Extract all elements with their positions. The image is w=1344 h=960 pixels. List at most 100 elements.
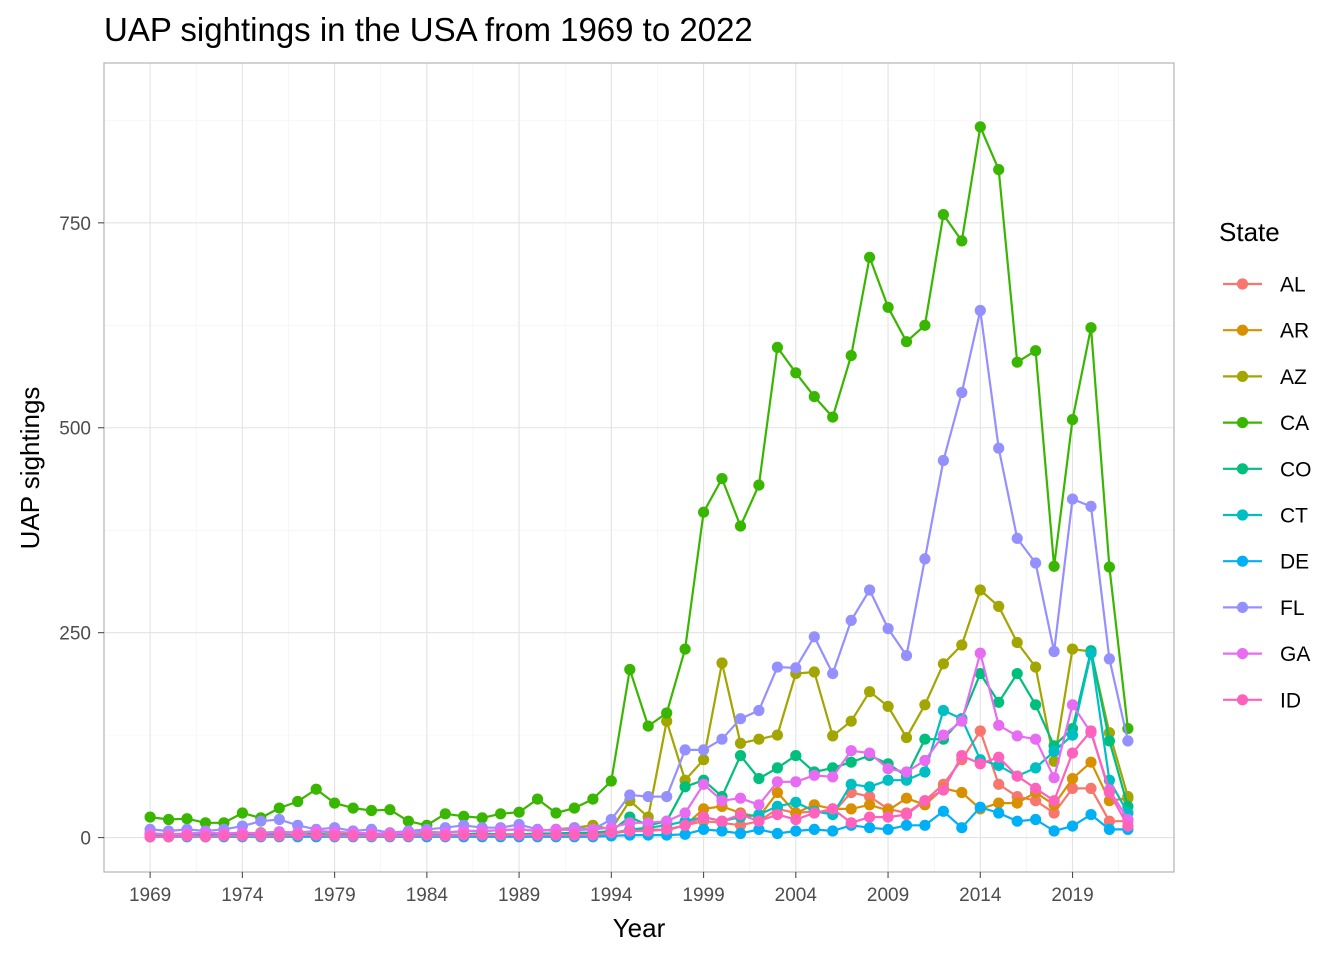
data-point-DE (993, 807, 1005, 819)
data-point-CA (845, 350, 857, 362)
y-tick-label: 250 (59, 624, 91, 645)
legend-item-GA: GA (1223, 643, 1310, 666)
data-point-GA (1011, 730, 1023, 742)
data-point-CA (550, 807, 562, 819)
legend: State AL AR AZ CA CO CT DE FL GA ID (1219, 217, 1312, 712)
data-point-FL (698, 744, 710, 756)
data-point-CT (1048, 745, 1060, 758)
data-point-DE (1103, 823, 1115, 836)
data-point-AZ (956, 639, 968, 651)
data-point-AZ (919, 699, 931, 711)
data-point-CO (734, 750, 747, 762)
data-point-DE (919, 819, 931, 831)
data-point-ID (1085, 725, 1097, 737)
data-point-ID (845, 817, 857, 829)
x-tick-label: 2009 (867, 885, 909, 906)
data-point-AR (845, 803, 857, 815)
data-point-GA (845, 745, 857, 757)
data-point-FL (1048, 645, 1060, 658)
data-point-FL (734, 713, 747, 725)
data-point-DE (679, 828, 691, 840)
data-point-AL (993, 778, 1005, 790)
data-point-ID (1048, 795, 1060, 807)
data-point-GA (808, 769, 820, 781)
data-point-ID (568, 829, 581, 841)
data-point-ID (199, 831, 212, 843)
data-point-GA (1066, 699, 1079, 711)
data-point-GA (716, 795, 728, 807)
legend-label: CA (1280, 412, 1309, 435)
data-point-CA (495, 808, 507, 820)
data-point-ID (1011, 770, 1023, 782)
data-point-ID (827, 803, 839, 815)
data-point-DE (882, 823, 894, 836)
data-point-AR (698, 803, 710, 815)
data-point-ID (550, 829, 562, 841)
legend-key-point (1236, 648, 1249, 660)
data-point-FL (827, 668, 839, 680)
data-point-ID (181, 830, 193, 842)
data-point-ID (919, 795, 931, 807)
y-axis-title: UAP sightings (15, 387, 45, 550)
data-point-GA (993, 719, 1005, 731)
data-point-AZ (937, 658, 950, 670)
plot-panel (103, 62, 1175, 873)
data-point-CA (329, 797, 341, 809)
legend-label: CO (1280, 458, 1312, 481)
data-point-FL (919, 553, 931, 565)
legend-label: CT (1280, 505, 1308, 528)
data-point-GA (900, 766, 913, 778)
data-point-CA (144, 811, 156, 823)
data-point-CA (458, 810, 470, 822)
data-point-FL (771, 661, 784, 673)
data-point-AZ (716, 657, 728, 669)
data-point-CA (624, 663, 636, 676)
data-point-AZ (864, 686, 876, 698)
data-point-ID (144, 831, 156, 843)
data-point-CA (808, 391, 820, 403)
data-point-AZ (1030, 661, 1042, 673)
data-point-GA (1048, 772, 1060, 784)
data-point-CA (402, 815, 414, 827)
legend-key-point (1236, 509, 1249, 521)
legend-label: DE (1280, 551, 1309, 574)
data-point-AZ (753, 733, 765, 745)
y-tick-label: 750 (59, 214, 91, 235)
data-point-AZ (974, 584, 986, 596)
data-point-CT (771, 800, 784, 813)
series-CA (144, 121, 1134, 831)
data-point-ID (421, 829, 433, 841)
data-point-CA (310, 783, 322, 795)
data-point-GA (698, 778, 710, 790)
data-point-CA (1011, 356, 1023, 368)
data-point-ID (1066, 747, 1079, 759)
data-point-CA (900, 336, 913, 348)
data-point-DE (734, 827, 747, 840)
legend-label: ID (1280, 689, 1301, 712)
data-point-CO (974, 668, 986, 680)
x-tick-label: 1994 (590, 885, 633, 906)
data-point-GA (790, 776, 802, 788)
data-point-CA (181, 813, 193, 825)
data-point-FL (956, 386, 968, 399)
data-point-CA (347, 802, 359, 814)
data-point-ID (974, 758, 986, 770)
data-point-AZ (734, 737, 747, 749)
y-tick-label: 500 (59, 419, 91, 440)
data-point-ID (698, 811, 710, 823)
data-point-CT (1030, 762, 1042, 774)
data-point-DE (937, 805, 950, 817)
data-point-CA (587, 793, 599, 805)
data-point-CT (937, 704, 950, 717)
data-point-DE (790, 825, 802, 837)
data-point-AL (1085, 782, 1097, 795)
data-point-AZ (882, 700, 894, 713)
data-point-DE (827, 825, 839, 837)
data-point-ID (236, 830, 248, 842)
data-point-ID (679, 819, 691, 831)
data-point-AR (993, 797, 1005, 809)
data-point-CA (771, 341, 784, 353)
legend-label: AL (1280, 274, 1306, 297)
x-tick-label: 2014 (959, 885, 1002, 906)
series-ID (144, 725, 1134, 843)
